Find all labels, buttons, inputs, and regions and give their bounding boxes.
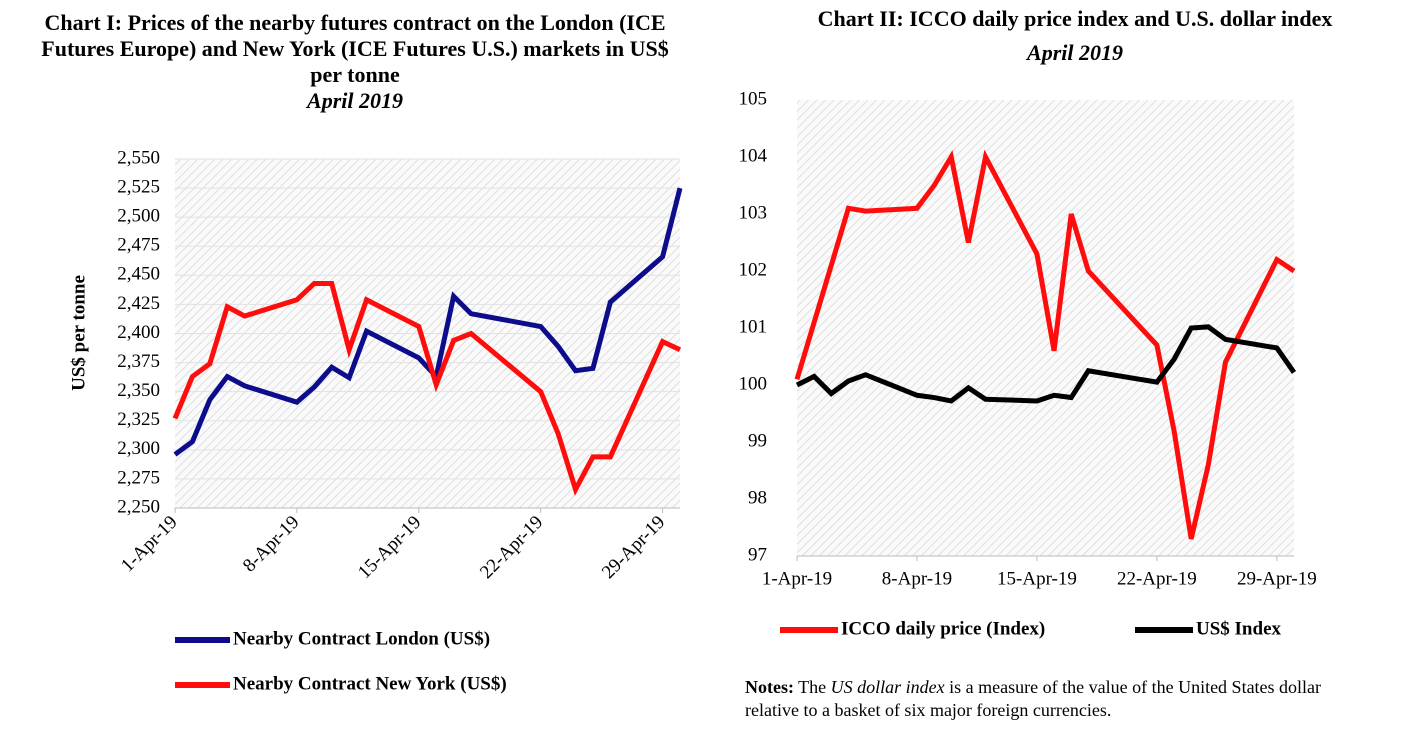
y-tick-label: 2,250 bbox=[117, 496, 160, 517]
chart-title-block: Chart II: ICCO daily price index and U.S… bbox=[715, 6, 1415, 66]
chart-title-block: Chart I: Prices of the nearby futures co… bbox=[40, 10, 670, 114]
legend-label: Nearby Contract London (US$) bbox=[233, 628, 490, 649]
y-tick-label: 99 bbox=[748, 430, 767, 451]
y-tick-label: 2,375 bbox=[117, 351, 160, 372]
x-tick-label: 8-Apr-19 bbox=[239, 512, 304, 577]
series-line bbox=[795, 324, 1297, 404]
notes: Notes: The US dollar index is a measure … bbox=[745, 676, 1335, 722]
series-line bbox=[794, 149, 1296, 540]
series-line bbox=[172, 280, 682, 496]
y-tick-label: 2,450 bbox=[117, 264, 160, 285]
x-tick-label: 15-Apr-19 bbox=[354, 512, 425, 583]
x-tick-label: 29-Apr-19 bbox=[1237, 568, 1317, 589]
chart-title: Chart I: Prices of the nearby futures co… bbox=[41, 10, 669, 87]
legend-label: US$ Index bbox=[1196, 618, 1281, 639]
y-tick-label: 104 bbox=[739, 145, 768, 166]
y-tick-label: 101 bbox=[739, 316, 768, 337]
chart-subtitle: April 2019 bbox=[307, 88, 403, 113]
x-tick-label: 1-Apr-19 bbox=[117, 512, 182, 577]
y-tick-label: 100 bbox=[739, 373, 768, 394]
y-tick-label: 97 bbox=[748, 544, 767, 565]
y-tick-label: 2,500 bbox=[117, 206, 160, 227]
plot-area bbox=[797, 100, 1294, 556]
chart-title: Chart II: ICCO daily price index and U.S… bbox=[817, 6, 1333, 31]
x-tick-label: 1-Apr-19 bbox=[762, 568, 832, 589]
y-tick-label: 2,475 bbox=[117, 235, 160, 256]
notes-text: is a measure of the value of the United … bbox=[745, 677, 1322, 720]
notes-text: The bbox=[793, 677, 831, 697]
legend-label: Nearby Contract New York (US$) bbox=[233, 673, 507, 694]
x-tick-label: 8-Apr-19 bbox=[882, 568, 952, 589]
y-tick-label: 2,275 bbox=[117, 467, 160, 488]
y-tick-label: 2,525 bbox=[117, 176, 160, 197]
notes-lead: Notes: bbox=[745, 677, 794, 697]
x-tick-label: 22-Apr-19 bbox=[476, 512, 547, 583]
y-tick-label: 98 bbox=[748, 487, 767, 508]
y-tick-label: 2,550 bbox=[117, 147, 160, 168]
y-tick-label: 2,325 bbox=[117, 409, 160, 430]
y-tick-label: 2,400 bbox=[117, 322, 160, 343]
y-tick-label: 102 bbox=[739, 259, 768, 280]
legend-label: ICCO daily price (Index) bbox=[841, 618, 1045, 639]
y-tick-label: 105 bbox=[739, 88, 768, 109]
y-tick-label: 2,425 bbox=[117, 293, 160, 314]
x-tick-label: 29-Apr-19 bbox=[598, 512, 669, 583]
series-line bbox=[173, 187, 683, 457]
notes-emphasis: US dollar index bbox=[830, 677, 945, 697]
x-tick-label: 22-Apr-19 bbox=[1117, 568, 1197, 589]
y-axis-title: US$ per tonne bbox=[68, 275, 89, 391]
y-tick-label: 2,350 bbox=[117, 380, 160, 401]
y-tick-label: 2,300 bbox=[117, 438, 160, 459]
chart-subtitle: April 2019 bbox=[1027, 40, 1123, 65]
y-tick-label: 103 bbox=[739, 202, 768, 223]
x-tick-label: 15-Apr-19 bbox=[997, 568, 1077, 589]
